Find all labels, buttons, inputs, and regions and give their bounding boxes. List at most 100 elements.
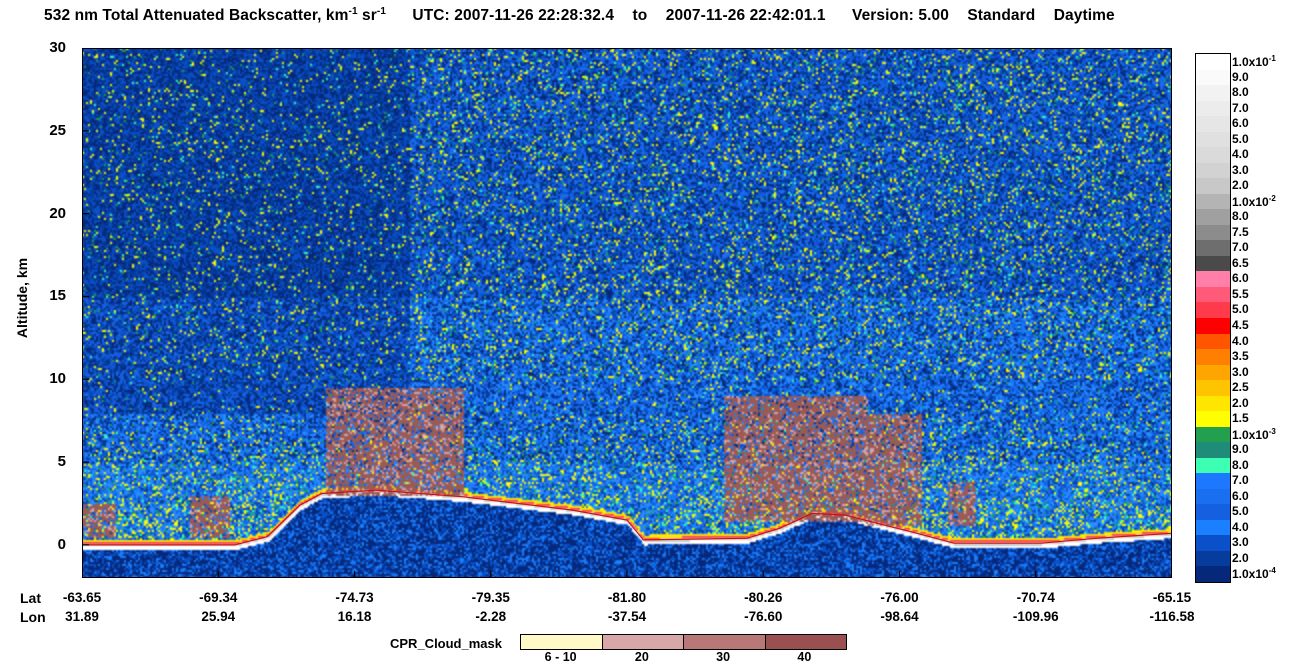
colorbar-label: 8.0 [1232,85,1249,100]
colorbar-swatch [1196,519,1230,536]
lon-tick-label: 25.94 [201,609,236,624]
colorbar-label: 5.0 [1232,131,1249,146]
cpr-legend-swatch [684,635,766,649]
cpr-legend-label: 6 - 10 [544,650,577,664]
plot-area [82,48,1172,578]
colorbar-label: 7.0 [1232,473,1249,488]
y-tick-label: 10 [49,370,66,388]
utc-start: 2007-11-26 22:28:32.4 [454,7,615,25]
to-label: to [632,7,648,25]
title-sup-km: -1 [348,6,358,17]
colorbar-swatch [1196,457,1230,474]
colorbar [1195,53,1231,583]
lon-tick-label: -2.28 [475,609,507,624]
lon-tick-label: -116.58 [1149,609,1195,624]
colorbar-label: 7.5 [1232,224,1249,239]
title-sr: sr [357,7,377,25]
colorbar-swatch [1196,380,1230,397]
lon-tick-label: -37.54 [607,609,647,624]
colorbar-swatch [1196,116,1230,133]
colorbar-label: 2.0 [1232,395,1249,410]
title-sup-sr: -1 [376,6,386,17]
colorbar-label: 4.0 [1232,333,1249,348]
colorbar-label: 4.5 [1232,318,1249,332]
colorbar-swatch [1196,302,1230,319]
lat-tick-label: -70.74 [1016,590,1055,605]
cpr-legend-swatch [765,635,846,649]
lon-tick-label: -76.60 [744,609,783,624]
colorbar-swatch [1196,85,1230,102]
colorbar-label: 8.0 [1232,209,1249,224]
lat-tick-label: -63.65 [62,590,102,605]
colorbar-label: 3.5 [1232,349,1249,364]
colorbar-swatch [1196,349,1230,366]
colorbar-swatch [1196,162,1230,179]
cpr-legend-label: 40 [797,650,812,664]
colorbar-label: 4.0 [1232,519,1249,534]
colorbar-label: 7.0 [1232,100,1249,115]
colorbar-label: 3.0 [1232,535,1249,550]
colorbar-label: 1.0x10-1 [1232,54,1276,69]
lat-tick-label: -80.26 [744,590,783,605]
colorbar-label: 8.0 [1232,457,1249,472]
colorbar-swatch [1196,224,1230,241]
version-label: Version: 5.00 [851,7,949,25]
colorbar-swatch [1196,550,1230,567]
surface-elevation-line [82,489,1172,546]
colorbar-swatch [1196,411,1230,428]
lat-row-label: Lat [20,590,41,606]
y-tick-label: 0 [57,535,66,553]
colorbar-label: 6.0 [1232,488,1249,503]
colorbar-swatch [1196,488,1230,505]
colorbar-swatch [1196,255,1230,272]
colorbar-label: 4.0 [1232,147,1249,162]
y-tick-label: 5 [57,453,66,471]
colorbar-swatch [1196,566,1230,583]
lat-tick-label: -74.73 [335,590,374,605]
colorbar-swatch [1196,442,1230,459]
cpr-legend-label: 30 [716,650,731,664]
cpr-legend-title: CPR_Cloud_mask [390,636,502,651]
y-tick-label: 30 [49,39,66,56]
colorbar-label: 5.0 [1232,504,1249,519]
colorbar-swatch [1196,395,1230,412]
colorbar-swatch [1196,193,1230,210]
colorbar-label: 1.0x10-2 [1232,193,1276,209]
colorbar-swatch [1196,426,1230,443]
colorbar-swatch [1196,131,1230,148]
lat-tick-label: -69.34 [199,590,238,605]
lat-tick-label: -76.00 [880,590,919,605]
colorbar-swatch [1196,364,1230,381]
colorbar-label: 3.0 [1232,364,1249,379]
colorbar-swatch [1196,318,1230,335]
colorbar-label: 6.5 [1232,255,1249,270]
colorbar-swatch [1196,240,1230,257]
lon-row-label: Lon [20,609,46,625]
colorbar-label: 2.5 [1232,380,1249,395]
lon-tick-label: 16.18 [337,609,372,624]
lat-tick-label: -79.35 [471,590,510,605]
lon-tick-label: -109.96 [1012,609,1059,624]
cpr-legend-label: 20 [634,650,649,664]
colorbar-label: 5.0 [1232,302,1249,317]
colorbar-label: 9.0 [1232,69,1249,84]
colorbar-swatch [1196,100,1230,117]
lat-tick-label: -65.15 [1152,590,1192,605]
colorbar-swatch [1196,504,1230,521]
daytime-label: Daytime [1053,7,1115,25]
backscatter-raster [82,48,1172,578]
colorbar-label: 6.0 [1232,116,1249,131]
colorbar-label: 2.0 [1232,178,1249,193]
colorbar-swatch [1196,209,1230,226]
cpr-legend-swatch [521,635,603,649]
colorbar-swatch [1196,69,1230,86]
cpr-legend-bar [520,634,847,650]
colorbar-label: 3.0 [1232,162,1249,177]
lat-tick-label: -81.80 [607,590,647,605]
utc-label: UTC: [412,7,450,25]
y-tick-label: 15 [49,287,66,305]
cpr-legend-swatch [602,635,684,649]
y-tick-label: 25 [49,121,66,139]
colorbar-label: 7.0 [1232,240,1249,255]
title-main: 532 nm Total Attenuated Backscatter, km [44,7,349,25]
